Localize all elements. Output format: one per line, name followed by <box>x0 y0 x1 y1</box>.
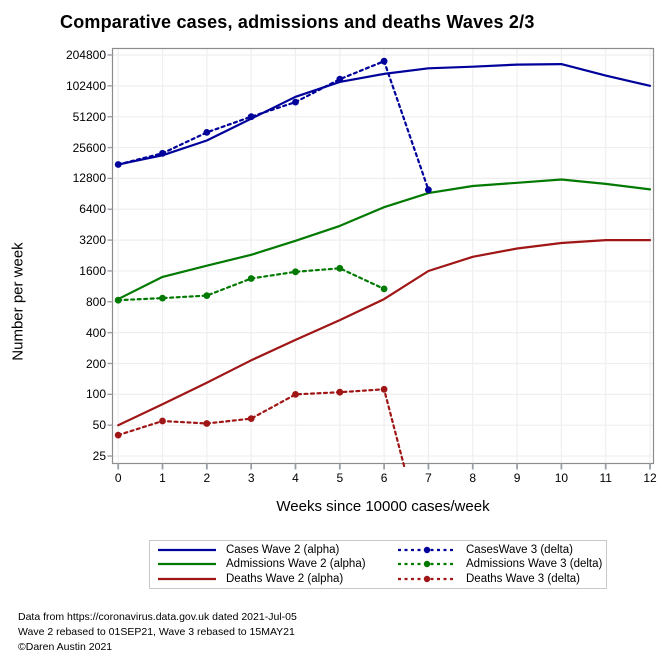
data-point-marker <box>159 417 166 425</box>
legend-item-label: Admissions Wave 3 (delta) <box>466 558 603 571</box>
legend-item-label: Deaths Wave 2 (alpha) <box>226 572 344 585</box>
legend-item-label: CasesWave 3 (delta) <box>466 544 573 557</box>
series-line <box>117 239 652 427</box>
legend: Cases Wave 2 (alpha) Admissions Wave 2 (a… <box>149 540 607 589</box>
y-tick-label: 3200 <box>79 233 106 248</box>
chart-title: Comparative cases, admissions and deaths… <box>60 12 535 32</box>
data-point-marker <box>203 420 211 427</box>
data-point-marker <box>336 75 344 83</box>
footer-line-source: Data from https://coronavirus.data.gov.u… <box>18 611 297 623</box>
data-point-marker <box>425 186 432 194</box>
series-line <box>117 178 652 301</box>
x-tick-label: 6 <box>380 471 388 485</box>
legend-item: Cases Wave 2 (alpha) <box>156 544 396 556</box>
data-point-marker <box>247 113 255 121</box>
y-axis-label: Number per week <box>9 242 27 361</box>
data-point-marker <box>336 388 344 396</box>
legend-item-label: Deaths Wave 3 (delta) <box>466 572 580 585</box>
x-tick-label: 12 <box>643 471 657 485</box>
legend-line-swatch-icon <box>158 563 216 566</box>
y-tick-label: 100 <box>85 387 106 402</box>
legend-item: Admissions Wave 3 (delta) <box>396 558 602 570</box>
data-point-marker <box>247 415 255 422</box>
y-tick-label: 25600 <box>72 140 106 155</box>
legend-item: Deaths Wave 2 (alpha) <box>156 573 396 585</box>
legend-line-swatch-icon <box>158 577 216 580</box>
data-point-marker <box>114 161 122 168</box>
legend-item: Deaths Wave 3 (delta) <box>396 573 602 585</box>
y-tick-label: 25 <box>92 449 106 464</box>
data-point-marker <box>292 268 299 276</box>
x-axis-label: Weeks since 10000 cases/week <box>276 498 490 515</box>
x-tick-label: 7 <box>425 471 432 485</box>
y-tick-label: 1600 <box>79 263 106 278</box>
footer-line-copyright: ©Daren Austin 2021 <box>18 641 113 653</box>
x-tick-label: 1 <box>159 471 166 485</box>
y-tick-label: 200 <box>85 356 106 371</box>
series-line <box>117 60 430 191</box>
legend-dashed-line-swatch-icon <box>398 575 456 583</box>
data-point-marker <box>159 294 166 302</box>
y-tick-label: 12800 <box>72 171 106 186</box>
x-tick-label: 3 <box>247 471 255 485</box>
y-tick-label: 204800 <box>65 48 106 62</box>
y-tick-label: 400 <box>85 325 106 340</box>
data-point-marker <box>203 292 211 299</box>
legend-item-label: Admissions Wave 2 (alpha) <box>226 558 366 571</box>
data-point-marker <box>114 431 122 439</box>
x-tick-label: 4 <box>292 471 299 485</box>
y-tick-label: 800 <box>85 294 106 309</box>
legend-item: CasesWave 3 (delta) <box>396 544 602 556</box>
plot-canvas <box>107 47 655 470</box>
data-point-marker <box>114 296 122 304</box>
footer: Data from https://coronavirus.data.gov.u… <box>18 610 297 655</box>
data-point-marker <box>203 129 211 136</box>
data-point-marker <box>292 391 299 398</box>
data-point-marker <box>380 285 388 293</box>
data-point-marker <box>247 275 255 282</box>
x-tick-label: 2 <box>203 471 211 485</box>
x-tick-label: 5 <box>336 471 344 485</box>
y-tick-label: 102400 <box>65 78 106 93</box>
x-tick-label: 0 <box>114 471 122 485</box>
x-tick-label: 8 <box>469 471 477 485</box>
legend-dashed-line-swatch-icon <box>398 561 456 568</box>
legend-item: Admissions Wave 2 (alpha) <box>156 558 396 570</box>
legend-item-label: Cases Wave 2 (alpha) <box>226 544 340 557</box>
y-tick-label: 51200 <box>72 109 106 124</box>
data-point-marker <box>380 385 388 393</box>
data-point-marker <box>292 98 299 106</box>
x-tick-label: 9 <box>513 471 521 485</box>
y-tick-label: 6400 <box>79 202 106 217</box>
data-point-marker <box>380 57 388 65</box>
data-point-marker <box>159 149 166 157</box>
y-tick-label: 50 <box>92 418 106 433</box>
series-line <box>117 388 406 468</box>
x-tick-label: 10 <box>554 471 569 485</box>
footer-line-rebase: Wave 2 rebased to 01SEP21, Wave 3 rebase… <box>18 626 295 638</box>
data-point-marker <box>336 264 344 272</box>
legend-dashed-line-swatch-icon <box>398 546 456 554</box>
x-tick-label: 11 <box>599 471 612 485</box>
legend-line-swatch-icon <box>158 549 216 552</box>
series-line <box>117 62 652 166</box>
plot-frame <box>111 47 655 465</box>
